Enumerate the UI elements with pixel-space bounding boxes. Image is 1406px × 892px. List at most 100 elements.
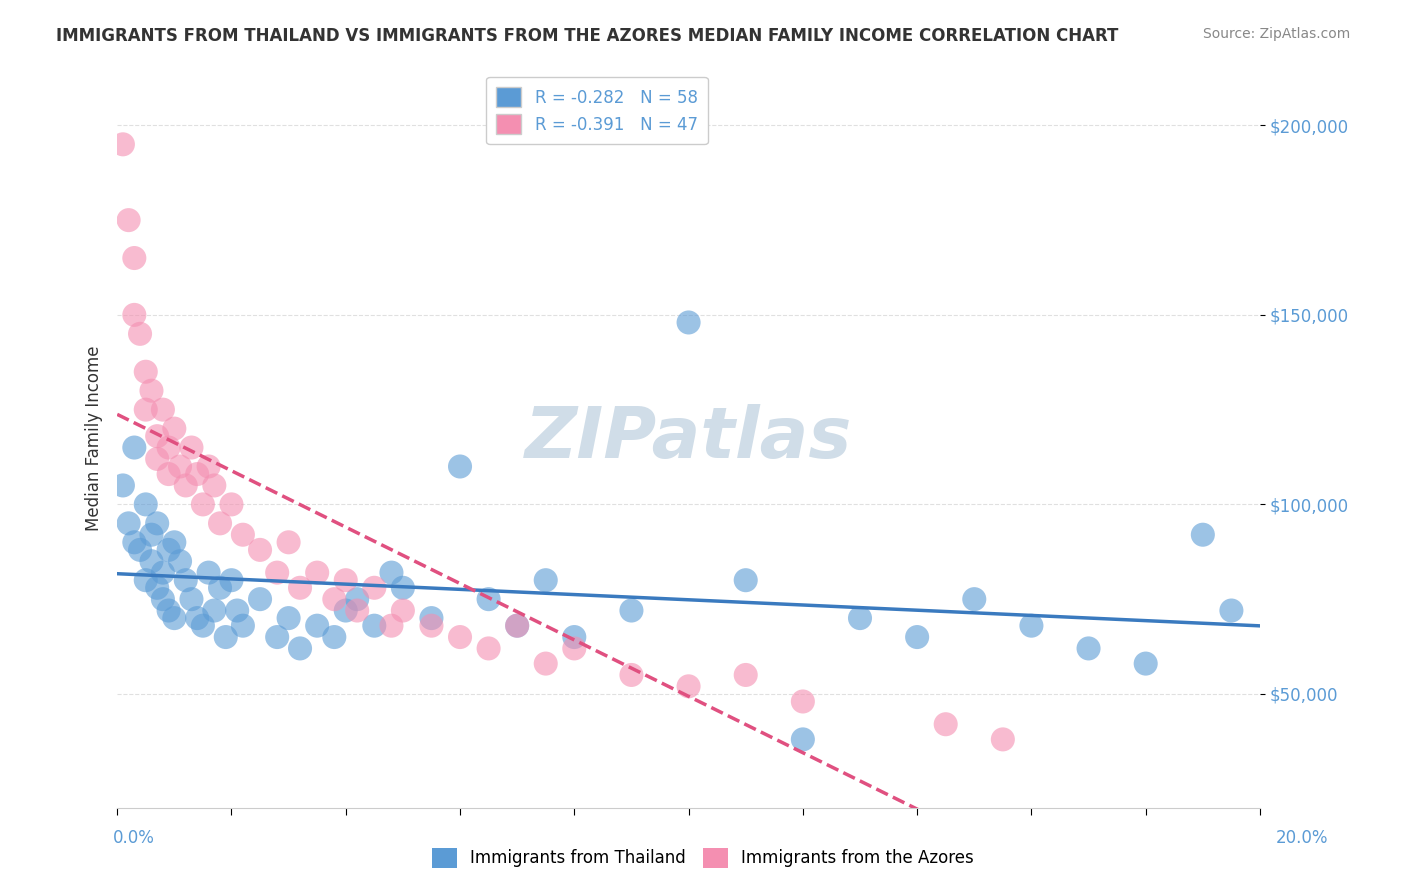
Point [506, 618, 529, 632]
Legend: R = -0.282   N = 58, R = -0.391   N = 47: R = -0.282 N = 58, R = -0.391 N = 47 [486, 77, 707, 145]
Point [678, 679, 700, 693]
Point [124, 535, 146, 549]
Point [152, 592, 174, 607]
Point [335, 573, 357, 587]
Point [124, 251, 146, 265]
Point [135, 573, 157, 587]
Point [562, 630, 585, 644]
Point [209, 581, 232, 595]
Point [1077, 641, 1099, 656]
Point [141, 384, 163, 398]
Point [1192, 527, 1215, 541]
Point [124, 441, 146, 455]
Point [534, 573, 557, 587]
Point [478, 592, 501, 607]
Point [323, 630, 346, 644]
Point [249, 592, 271, 607]
Point [226, 603, 249, 617]
Point [562, 641, 585, 656]
Text: 20.0%: 20.0% [1277, 829, 1329, 847]
Point [678, 316, 700, 330]
Point [380, 618, 402, 632]
Point [346, 603, 368, 617]
Point [534, 657, 557, 671]
Point [307, 618, 329, 632]
Point [135, 365, 157, 379]
Point [221, 573, 243, 587]
Point [935, 717, 957, 731]
Point [1135, 657, 1157, 671]
Point [124, 308, 146, 322]
Point [991, 732, 1014, 747]
Point [266, 566, 288, 580]
Point [146, 451, 169, 466]
Point [180, 441, 202, 455]
Point [129, 326, 152, 341]
Point [266, 630, 288, 644]
Point [197, 566, 219, 580]
Point [191, 497, 214, 511]
Point [478, 641, 501, 656]
Legend: Immigrants from Thailand, Immigrants from the Azores: Immigrants from Thailand, Immigrants fro… [426, 841, 980, 875]
Point [163, 421, 186, 435]
Point [232, 618, 254, 632]
Point [277, 611, 299, 625]
Point [169, 554, 191, 568]
Point [141, 554, 163, 568]
Point [380, 566, 402, 580]
Point [174, 573, 197, 587]
Point [111, 478, 134, 492]
Point [152, 566, 174, 580]
Point [141, 527, 163, 541]
Point [157, 467, 180, 481]
Point [346, 592, 368, 607]
Point [163, 535, 186, 549]
Point [157, 603, 180, 617]
Point [117, 213, 139, 227]
Point [449, 459, 471, 474]
Point [734, 573, 756, 587]
Point [186, 611, 208, 625]
Text: IMMIGRANTS FROM THAILAND VS IMMIGRANTS FROM THE AZORES MEDIAN FAMILY INCOME CORR: IMMIGRANTS FROM THAILAND VS IMMIGRANTS F… [56, 27, 1119, 45]
Point [129, 542, 152, 557]
Point [157, 542, 180, 557]
Point [163, 611, 186, 625]
Point [792, 732, 814, 747]
Point [215, 630, 238, 644]
Point [202, 603, 225, 617]
Y-axis label: Median Family Income: Median Family Income [86, 345, 103, 531]
Point [792, 694, 814, 708]
Point [288, 581, 311, 595]
Point [146, 429, 169, 443]
Point [905, 630, 928, 644]
Point [335, 603, 357, 617]
Point [449, 630, 471, 644]
Point [363, 581, 385, 595]
Point [111, 137, 134, 152]
Point [363, 618, 385, 632]
Point [135, 497, 157, 511]
Point [420, 611, 443, 625]
Point [186, 467, 208, 481]
Point [620, 668, 643, 682]
Text: 0.0%: 0.0% [112, 829, 155, 847]
Point [135, 402, 157, 417]
Point [392, 603, 415, 617]
Point [146, 581, 169, 595]
Point [849, 611, 872, 625]
Point [152, 402, 174, 417]
Point [169, 459, 191, 474]
Point [734, 668, 756, 682]
Point [180, 592, 202, 607]
Point [209, 516, 232, 531]
Point [963, 592, 986, 607]
Text: ZIPatlas: ZIPatlas [524, 403, 852, 473]
Point [191, 618, 214, 632]
Point [157, 441, 180, 455]
Point [221, 497, 243, 511]
Point [1220, 603, 1243, 617]
Point [620, 603, 643, 617]
Point [1021, 618, 1043, 632]
Point [249, 542, 271, 557]
Point [420, 618, 443, 632]
